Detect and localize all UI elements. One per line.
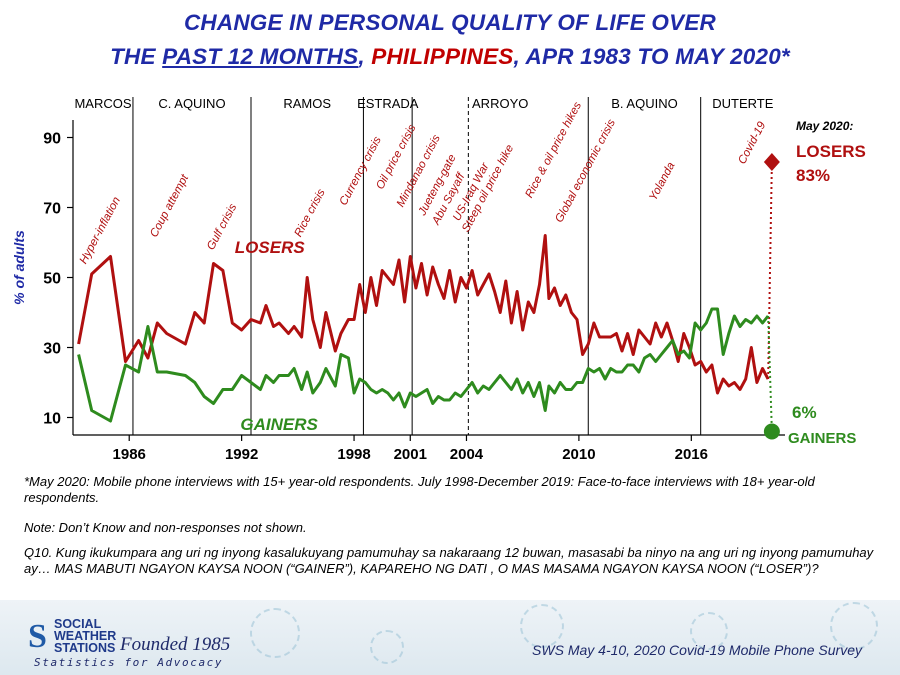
org-line-1: SOCIAL xyxy=(54,617,102,631)
title-sep: , xyxy=(358,44,372,69)
event-annotation: Rice crisis xyxy=(293,187,328,239)
tagline: Statistics for Advocacy xyxy=(34,656,224,669)
y-tick-label: 10 xyxy=(43,411,61,428)
callout-losers-value: 83% xyxy=(796,166,830,185)
callout-header: May 2020: xyxy=(796,119,853,133)
x-tick-label: 2010 xyxy=(562,446,595,463)
y-tick-label: 90 xyxy=(43,131,61,148)
gainers-series-label: GAINERS xyxy=(240,415,318,434)
footnote-methodology: *May 2020: Mobile phone interviews with … xyxy=(24,474,815,505)
gainers-series-line xyxy=(77,307,770,423)
y-axis-label: % of adults xyxy=(11,230,27,305)
org-line-2: WEATHER xyxy=(54,629,117,643)
administration-label: C. AQUINO xyxy=(158,96,225,111)
line-chart: 10 30 50 70 90 % of adults 1986 1992 1998 2001 200… xyxy=(11,96,866,463)
event-annotation: Covid-19 xyxy=(736,119,768,166)
y-tick-label: 50 xyxy=(43,271,61,288)
gainers-may2020-connector xyxy=(767,315,773,432)
event-annotation: Currency crisis xyxy=(338,134,384,207)
chart-title-line-1: CHANGE IN PERSONAL QUALITY OF LIFE OVER xyxy=(183,10,716,35)
title-country: PHILIPPINES xyxy=(371,44,514,69)
org-name: SOCIAL WEATHER STATIONS xyxy=(54,617,144,655)
survey-question: Q10. Kung ikukumpara ang uri ng inyong k… xyxy=(24,545,874,576)
x-tick-label: 1992 xyxy=(225,446,258,463)
virus-decoration-icon xyxy=(830,602,878,650)
x-tick-label: 2004 xyxy=(450,446,484,463)
virus-decoration-icon xyxy=(690,612,728,650)
callout-gainers-label: GAINERS xyxy=(788,430,856,447)
administration-label: ARROYO xyxy=(472,96,528,111)
gainers-may2020-marker xyxy=(763,423,780,440)
administration-label: RAMOS xyxy=(283,96,331,111)
founded-year: Founded 1985 xyxy=(120,634,231,655)
x-tick-label: 2001 xyxy=(394,446,427,463)
event-annotation: Yolanda xyxy=(647,160,677,202)
y-tick-label: 30 xyxy=(43,341,61,358)
virus-decoration-icon xyxy=(520,604,564,648)
administration-label: ESTRADA xyxy=(357,96,419,111)
virus-decoration-icon xyxy=(250,608,300,658)
event-annotation: Hyper-inflation xyxy=(78,195,123,266)
callout-gainers-value: 6% xyxy=(792,403,817,422)
administration-label: MARCOS xyxy=(74,96,131,111)
chart-title-line-2: THE PAST 12 MONTHS, PHILIPPINES, APR 198… xyxy=(0,44,900,70)
virus-decoration-icon xyxy=(370,630,404,664)
footnote-nonresponse: Note: Don’t Know and non-responses not s… xyxy=(24,520,307,535)
y-tick-label: 70 xyxy=(43,201,61,218)
losers-series-label: LOSERS xyxy=(235,238,306,257)
losers-series-line xyxy=(77,234,770,395)
callout-losers-label: LOSERS xyxy=(796,142,866,161)
survey-source: SWS May 4-10, 2020 Covid-19 Mobile Phone… xyxy=(532,642,862,658)
footer-banner: S SOCIAL WEATHER STATIONS Founded 1985 S… xyxy=(0,600,900,675)
title-prefix: THE xyxy=(110,44,163,69)
org-line-3: STATIONS xyxy=(54,641,116,655)
x-tick-label: 2016 xyxy=(675,446,708,463)
title-underlined: PAST 12 MONTHS xyxy=(162,44,359,69)
event-annotation: Coup attempt xyxy=(148,172,191,239)
sws-s-logo-icon: S xyxy=(28,618,47,655)
administration-label: B. AQUINO xyxy=(611,96,677,111)
losers-may2020-marker xyxy=(763,153,780,171)
administration-label: DUTERTE xyxy=(712,96,773,111)
x-tick-label: 1998 xyxy=(337,446,370,463)
x-tick-label: 1986 xyxy=(113,446,146,463)
title-rest: , APR 1983 TO MAY 2020* xyxy=(513,44,790,69)
